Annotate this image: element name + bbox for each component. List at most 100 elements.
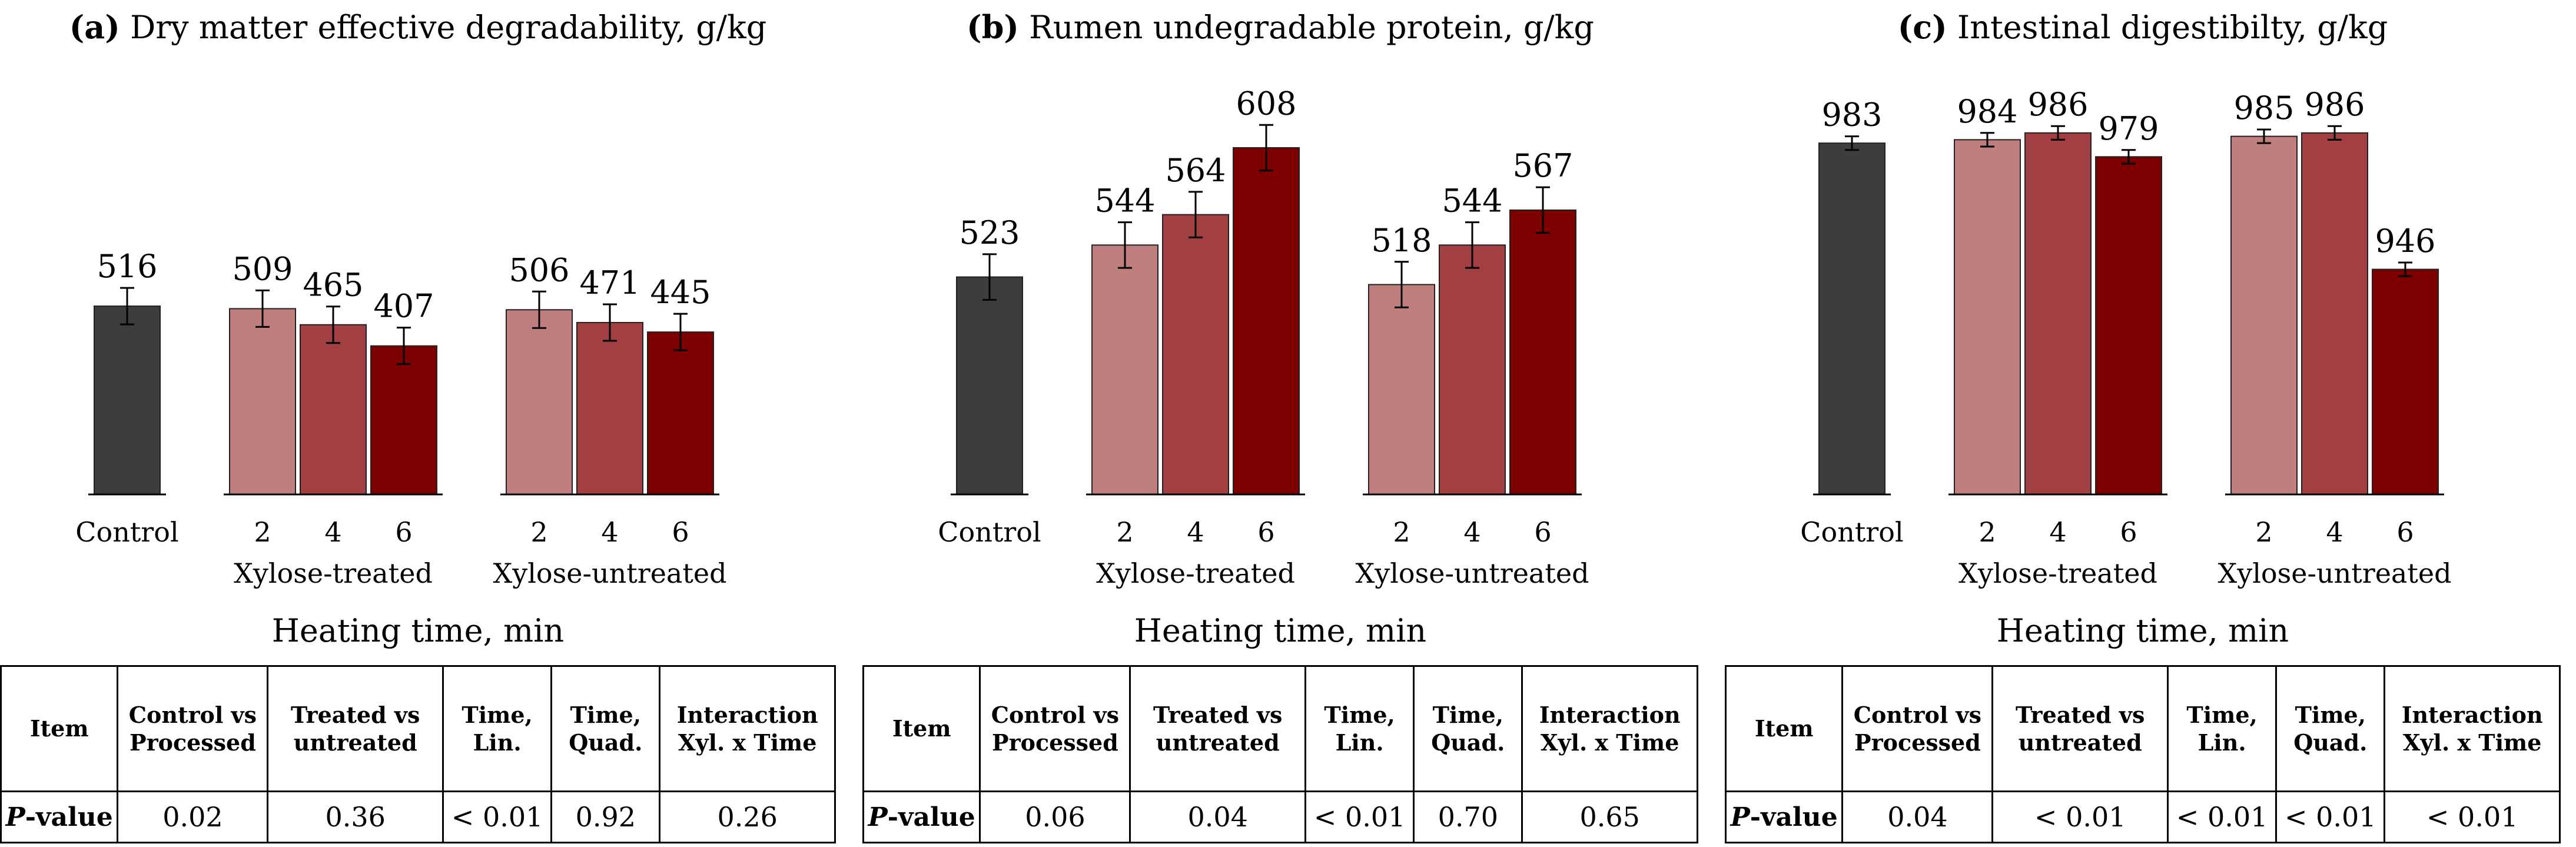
table-cell: < 0.01	[2166, 790, 2278, 843]
bar	[300, 324, 367, 495]
table-header: Interaction Xyl. x Time	[659, 665, 836, 792]
data-label: 986	[2304, 86, 2365, 123]
bar	[1233, 147, 1300, 495]
data-label: 984	[1957, 93, 2017, 130]
row-label: P-value	[862, 790, 981, 843]
panel-c: (c) Intestinal digestibilty, g/kg 983 Con…	[1724, 0, 2561, 847]
group-label: Xylose-untreated	[1355, 557, 1589, 589]
tick-label: 2	[1393, 516, 1410, 548]
bar-chart: 516 Control 509 2 465 4 407 6 Xylose-treated 506 2…	[75, 248, 726, 589]
tick-label: 6	[395, 516, 412, 548]
table-row: P-value 0.02 0.36 < 0.01 0.92 0.26	[0, 790, 836, 843]
data-label: 471	[579, 264, 640, 301]
group-label: Xylose-treated	[1096, 557, 1295, 589]
bar	[576, 321, 643, 495]
tick-label: Control	[75, 516, 178, 548]
table-header: Interaction Xyl. x Time	[1521, 665, 1698, 792]
data-label: 445	[650, 274, 711, 311]
data-label: 986	[2027, 86, 2088, 123]
table-cell: < 0.01	[1304, 790, 1415, 843]
tick-label: 6	[2120, 516, 2137, 548]
table-header: Control vs Processed	[117, 665, 269, 792]
bar	[2024, 132, 2092, 496]
bar	[956, 276, 1023, 495]
table-cell: 0.70	[1413, 790, 1523, 843]
data-label: 544	[1442, 182, 1502, 220]
group-label: Xylose-treated	[234, 557, 433, 589]
panel-a: (a) Dry matter effective degradability, …	[0, 0, 836, 847]
chart-title: (b) Rumen undegradable protein, g/kg	[862, 8, 1698, 46]
table-header: Time, Quad.	[1413, 665, 1523, 792]
tick-label: Control	[938, 516, 1041, 548]
data-label: 465	[303, 267, 363, 304]
tick-label: 2	[2255, 516, 2272, 548]
tick-label: 2	[530, 516, 547, 548]
bar	[1954, 139, 2021, 495]
group-label: Xylose-treated	[1958, 557, 2157, 589]
data-label: 983	[1821, 97, 1882, 134]
table-cell: < 0.01	[441, 790, 553, 843]
data-label: 509	[232, 250, 293, 287]
bar	[2095, 156, 2162, 495]
table-header: Time, Quad.	[2275, 665, 2386, 792]
data-label: 544	[1094, 182, 1155, 220]
bar	[1162, 214, 1229, 495]
table-cell: 0.36	[267, 790, 444, 843]
data-label: 564	[1165, 152, 1226, 189]
table-cell: 0.26	[659, 790, 836, 843]
bar	[647, 331, 714, 495]
tick-label: 2	[1979, 516, 1996, 548]
data-label: 518	[1371, 222, 1432, 259]
table-cell: 0.02	[117, 790, 269, 843]
tick-label: 4	[601, 516, 618, 548]
bar	[2372, 268, 2439, 495]
table-header-row: Item Control vs Processed Treated vs unt…	[0, 665, 836, 792]
data-label: 979	[2098, 110, 2159, 147]
table-header-row: Item Control vs Processed Treated vs unt…	[862, 665, 1698, 792]
bar	[2301, 132, 2368, 496]
table-cell: < 0.01	[2275, 790, 2386, 843]
table-row: P-value 0.06 0.04 < 0.01 0.70 0.65	[862, 790, 1698, 843]
panel-b: (b) Rumen undegradable protein, g/kg 523…	[862, 0, 1698, 847]
row-label: P-value	[0, 790, 119, 843]
pvalue-table: Item Control vs Processed Treated vs unt…	[0, 665, 836, 843]
table-cell: 0.06	[979, 790, 1131, 843]
tick-label: 4	[2049, 516, 2066, 548]
table-header: Treated vs untreated	[1129, 665, 1306, 792]
table-cell: < 0.01	[1991, 790, 2169, 843]
table-cell: 0.04	[1841, 790, 1994, 843]
table-header: Time, Lin.	[441, 665, 553, 792]
x-axis-title: Heating time, min	[1134, 612, 1427, 649]
bar	[1368, 284, 1435, 495]
chart-title-text: Intestinal digestibilty, g/kg	[1957, 9, 2388, 46]
chart-title-text: Dry matter effective degradability, g/kg	[130, 9, 767, 46]
table-header: Treated vs untreated	[1991, 665, 2169, 792]
bar	[370, 345, 437, 495]
pvalue-table: Item Control vs Processed Treated vs unt…	[862, 665, 1698, 843]
table-header: Treated vs untreated	[267, 665, 444, 792]
table-header-row: Item Control vs Processed Treated vs unt…	[1724, 665, 2561, 792]
group-label: Xylose-untreated	[2218, 557, 2451, 589]
table-header: Control vs Processed	[979, 665, 1131, 792]
bar	[1091, 244, 1158, 495]
bar	[506, 309, 573, 496]
table-header: Item	[862, 665, 981, 792]
table-cell: 0.92	[550, 790, 661, 843]
chart-title: (a) Dry matter effective degradability, …	[0, 8, 836, 46]
table-cell: 0.04	[1129, 790, 1306, 843]
bar-chart: 983 Control 984 2 986 4 979 6 Xylose-treated 985 2…	[1800, 86, 2451, 589]
row-label: P-value	[1724, 790, 1844, 843]
table-header: Item	[1724, 665, 1844, 792]
table-header: Time, Quad.	[550, 665, 661, 792]
table-header: Time, Lin.	[2166, 665, 2278, 792]
data-label: 608	[1236, 85, 1296, 122]
data-label: 523	[959, 214, 1020, 251]
table-header: Control vs Processed	[1841, 665, 1994, 792]
tick-label: 4	[324, 516, 341, 548]
tick-label: 6	[672, 516, 689, 548]
tick-label: 4	[1463, 516, 1480, 548]
data-label: 567	[1512, 147, 1573, 184]
data-label: 516	[97, 248, 157, 285]
x-axis-title: Heating time, min	[1996, 612, 2289, 649]
tick-label: 4	[1187, 516, 1204, 548]
